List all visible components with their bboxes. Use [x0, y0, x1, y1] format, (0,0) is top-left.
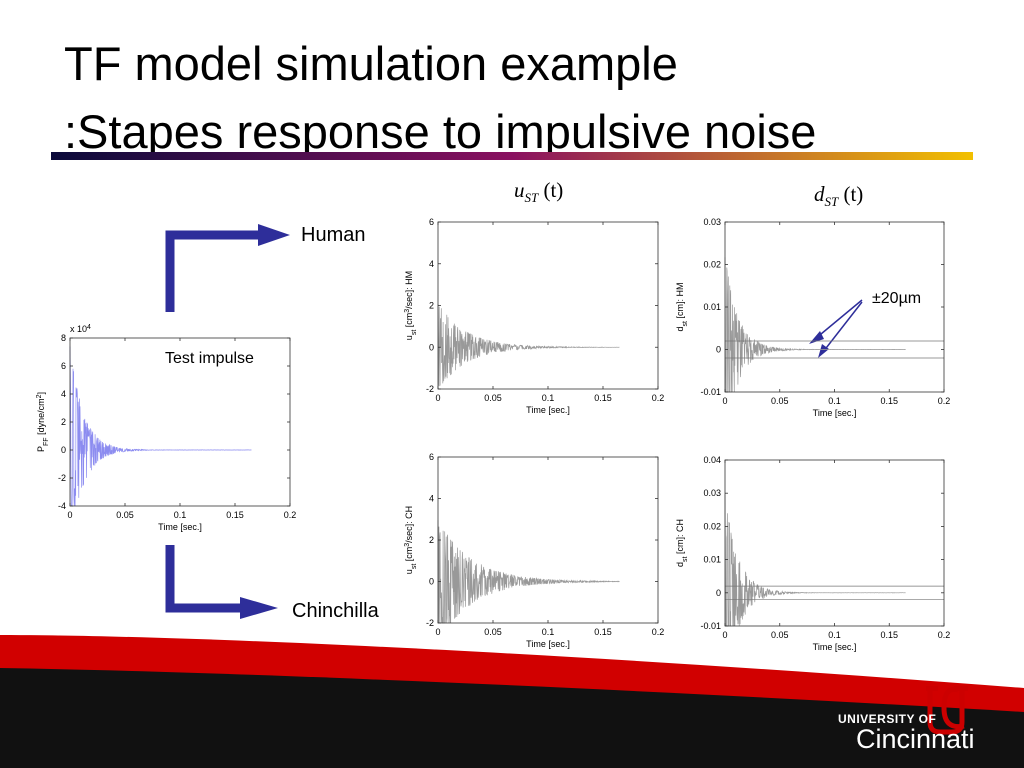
- x-tick-label: 0.2: [938, 630, 951, 640]
- y-tick-label: 0: [716, 345, 721, 355]
- y-tick-label: 0: [716, 588, 721, 598]
- x-tick-label: 0.1: [542, 627, 555, 637]
- x-axis-label: Time [sec.]: [813, 408, 857, 418]
- y-multiplier-label: x 104: [70, 324, 91, 335]
- y-tick-label: 0.02: [703, 260, 721, 270]
- slide-title-line1: TF model simulation example: [64, 37, 678, 90]
- annotation-arrow-lower: [822, 301, 863, 353]
- y-tick-label: -0.01: [700, 621, 721, 631]
- x-tick-label: 0.1: [828, 396, 841, 406]
- x-tick-label: 0: [722, 630, 727, 640]
- x-tick-label: 0.2: [938, 396, 951, 406]
- university-of-label: UNIVERSITY OF: [838, 712, 937, 726]
- x-tick-label: 0.05: [116, 510, 134, 520]
- y-tick-label: 6: [429, 452, 434, 462]
- x-axis-label: Time [sec.]: [813, 642, 857, 652]
- input-impulse-plot: 0 0.05 0.1 0.15 0.2 -4 -2 0 2 4 6 8 Time [sec.] PFF […: [36, 324, 297, 533]
- arrow-head-chinchilla: [240, 597, 278, 619]
- x-axis-label: Time [sec.]: [526, 405, 570, 415]
- title-underline: [51, 152, 973, 160]
- y-tick-label: 2: [61, 417, 66, 427]
- data-trace: [724, 494, 906, 627]
- x-axis-label: Time [sec.]: [526, 639, 570, 649]
- x-tick-label: 0.15: [594, 393, 612, 403]
- x-tick-label: 0.05: [484, 627, 502, 637]
- y-tick-label: -2: [58, 473, 66, 483]
- x-tick-label: 0: [67, 510, 72, 520]
- x-tick-label: 0.1: [828, 630, 841, 640]
- university-seal-icon: [926, 686, 968, 735]
- x-tick-label: 0.05: [771, 630, 789, 640]
- x-tick-label: 0.2: [284, 510, 297, 520]
- x-tick-label: 0.2: [652, 393, 665, 403]
- d-st-label: dST (t): [814, 182, 864, 210]
- x-tick-label: 0: [435, 393, 440, 403]
- axis-label: ust [cm3/sec]: CH: [404, 506, 418, 574]
- x-tick-label: 0.1: [174, 510, 187, 520]
- y-tick-label: 2: [429, 535, 434, 545]
- d-st-chinchilla-plot: 0 0.05 0.1 0.15 0.2-0.0100.010.020.030.04Tim…: [675, 455, 951, 652]
- annotation-arrow-upper: [814, 299, 863, 340]
- axis-label: PFF [dyne/cm2]: [36, 392, 50, 452]
- y-tick-label: 0.03: [703, 488, 721, 498]
- y-tick-label: 0.03: [703, 217, 721, 227]
- x-tick-label: 0.1: [542, 393, 555, 403]
- arrow-to-human: [165, 230, 260, 312]
- y-tick-label: 6: [61, 361, 66, 371]
- y-tick-label: 4: [61, 389, 66, 399]
- x-tick-label: 0.15: [880, 396, 898, 406]
- axis-label: ust [cm3/sec]: HM: [404, 271, 418, 340]
- y-tick-label: 6: [429, 217, 434, 227]
- data-trace: [724, 257, 906, 393]
- cincinnati-wordmark: Cincinnati: [856, 724, 975, 754]
- x-tick-label: 0.15: [880, 630, 898, 640]
- y-tick-label: 2: [429, 301, 434, 311]
- y-tick-label: 0: [61, 445, 66, 455]
- y-tick-label: 4: [429, 494, 434, 504]
- x-tick-label: 0: [435, 627, 440, 637]
- slide-title-line2: :Stapes response to impulsive noise: [64, 105, 817, 158]
- y-tick-label: 0.01: [703, 555, 721, 565]
- y-tick-label: 0: [429, 577, 434, 587]
- test-impulse-label: Test impulse: [165, 350, 254, 367]
- tolerance-annotation: ±20µm: [872, 290, 922, 307]
- y-tick-label: 4: [429, 259, 434, 269]
- chinchilla-label: Chinchilla: [292, 600, 379, 622]
- y-tick-label: 0.02: [703, 521, 721, 531]
- x-tick-label: 0: [722, 396, 727, 406]
- annotation-arrowhead-lower: [818, 344, 829, 358]
- x-tick-label: 0.05: [484, 393, 502, 403]
- x-tick-label: 0.05: [771, 396, 789, 406]
- y-tick-label: 0.04: [703, 455, 721, 465]
- data-trace: [69, 346, 252, 507]
- u-st-label: uST (t): [514, 178, 564, 206]
- x-tick-label: 0.15: [226, 510, 244, 520]
- x-axis-label: Time [sec.]: [158, 522, 202, 532]
- y-tick-label: -2: [426, 384, 434, 394]
- x-tick-label: 0.15: [594, 627, 612, 637]
- axis-label: dst [cm]: HM: [675, 283, 689, 332]
- arrow-to-chinchilla: [165, 545, 244, 613]
- data-trace: [437, 520, 620, 624]
- y-tick-label: -4: [58, 501, 66, 511]
- human-label: Human: [301, 224, 366, 246]
- y-tick-label: 0: [429, 342, 434, 352]
- axis-label: dst [cm]: CH: [675, 519, 689, 567]
- data-trace: [437, 303, 620, 387]
- y-tick-label: -0.01: [700, 387, 721, 397]
- arrow-head-human: [258, 224, 290, 246]
- y-tick-label: -2: [426, 618, 434, 628]
- y-tick-label: 8: [61, 333, 66, 343]
- x-tick-label: 0.2: [652, 627, 665, 637]
- y-tick-label: 0.01: [703, 302, 721, 312]
